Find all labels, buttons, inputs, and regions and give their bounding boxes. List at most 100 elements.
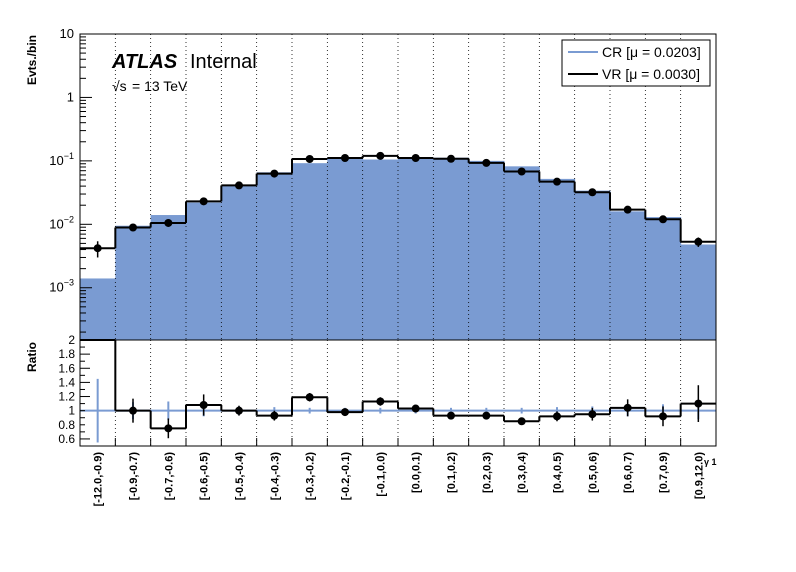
ratio-point [553,412,561,421]
x-tick-label: [0.4,0.5) [552,452,564,493]
ratio-point [588,410,597,419]
vr-point [588,188,597,197]
x-tick-label: [-0.1,0.0) [375,452,387,497]
y-tick-label: 10−1 [49,151,74,168]
ratio-y-tick-label: 1.6 [58,361,75,375]
atlas-text: ATLAS [111,51,178,73]
cr-bar [327,158,364,340]
x-axis-title: γ 1 [704,457,717,467]
ratio-y-tick-label: 1.4 [58,375,75,389]
vr-point [482,158,491,167]
ratio-y-tick-label: 1.8 [58,347,75,361]
vr-point [694,237,703,246]
y-axis-title-ratio: Ratio [25,342,39,372]
vr-point [623,205,632,214]
ratio-y-tick-label: 2 [68,333,75,347]
atlas-internal-text: Internal [190,51,257,73]
cr-bar [504,166,540,340]
legend-cr-label: CR [μ = 0.0203] [602,44,701,60]
vr-point [517,167,526,176]
vr-point [235,181,243,190]
vr-point [305,155,314,164]
x-tick-label: [-0.7,-0.6) [163,452,175,501]
legend: CR [μ = 0.0203] VR [μ = 0.0030] [561,39,711,87]
atlas-label: ATLAS Internal √s = 13 TeV [111,51,257,94]
cr-bar [256,172,293,340]
vr-point [93,244,102,253]
ratio-point [411,404,420,413]
cr-bar [221,186,258,340]
vr-point [164,218,173,227]
x-tick-label: [0.2,0.3) [481,452,493,493]
vr-point [376,151,385,160]
ratio-point [694,399,703,408]
ratio-point [623,403,632,412]
x-tick-label: [0.7,0.9) [658,452,670,493]
vr-point [199,197,208,206]
vr-point [129,223,137,232]
vr-point [553,177,561,186]
cr-bar [362,159,399,340]
x-tick-label: [0.0,0.1) [411,452,423,493]
x-tick-label: [-0.4,-0.3) [269,452,281,501]
x-tick-label: [-0.3,-0.2) [305,452,317,501]
cr-bar [468,160,505,340]
y-axis-title-top: Evts./bin [25,35,39,85]
vr-point [447,154,455,163]
cr-bar [645,217,682,340]
legend-vr-label: VR [μ = 0.0030] [602,66,700,82]
ratio-y-tick-label: 0.6 [58,432,75,446]
cr-bar [115,225,152,340]
ratio-point [199,401,208,410]
vr-point [270,169,279,178]
ratio-point [341,408,349,417]
y-tick-label: 10 [60,26,74,41]
cr-bar [186,202,222,340]
ratio-panel: 0.60.811.21.41.61.82 [58,333,717,447]
x-tick-label: [0.5,0.6) [587,452,599,493]
ratio-point [235,406,243,415]
cr-bar [433,157,470,340]
x-tick-label: [0.3,0.4) [517,452,529,493]
x-axis: [-12.0,-0.9) [-0.9,-0.7) [-0.7,-0.6) [-0.6,… [79,438,717,507]
cr-bar [292,163,328,340]
x-tick-label: [-0.9,-0.7) [128,452,140,501]
y-tick-label: 10−2 [49,214,74,231]
ratio-point [164,424,173,433]
cr-bar [539,178,576,340]
ratio-y-tick-label: 1.2 [58,390,75,404]
vr-point [341,153,349,162]
ratio-y-tick-label: 1 [68,404,75,418]
vr-point [411,153,420,162]
cr-bar [680,244,717,340]
x-tick-label: [-0.6,-0.5) [199,452,211,501]
ratio-point [376,397,385,406]
x-tick-label: [-12.0,-0.9) [93,452,105,507]
energy-text: = 13 TeV [132,78,188,94]
ratio-point [517,417,526,426]
ratio-point [482,411,491,420]
cr-bar [150,215,187,340]
vr-point [659,215,667,224]
ratio-point [270,411,279,420]
y-tick-label: 1 [67,89,74,104]
x-tick-label: [0.6,0.7) [623,452,635,493]
cr-bar [610,211,646,340]
legend-box [561,39,711,87]
ratio-point [129,406,137,415]
cr-bar [574,190,611,340]
x-tick-label: [-0.5,-0.4) [234,452,246,501]
x-tick-label: [-0.2,-0.1) [340,452,352,501]
ratio-point [305,393,314,402]
ratio-point [447,411,455,420]
x-tick-label: [0.1,0.2) [446,452,458,493]
y-tick-label: 10−3 [49,278,74,295]
cr-bar [80,278,116,340]
energy-prefix-text: √s [112,78,127,94]
x-tick-label: [0.9,12.0) [693,452,705,499]
ratio-point [659,412,667,421]
cr-bar [398,158,434,340]
main-panel: 10−3 10−2 10−1 1 10 [49,26,717,341]
ratio-y-tick-label: 0.8 [58,418,75,432]
